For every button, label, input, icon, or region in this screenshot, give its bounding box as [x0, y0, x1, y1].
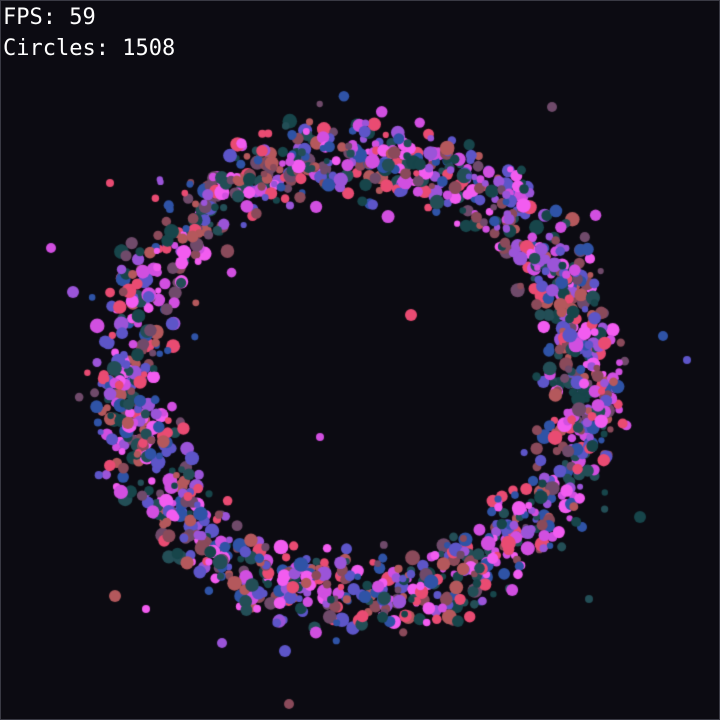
circles-value: 1508: [122, 36, 176, 61]
fps-counter: FPS: 59: [3, 3, 96, 33]
fps-label: FPS:: [3, 5, 56, 30]
circle-counter: Circles: 1508: [3, 34, 175, 64]
circles-label: Circles:: [3, 36, 109, 61]
fps-value: 59: [69, 5, 96, 30]
